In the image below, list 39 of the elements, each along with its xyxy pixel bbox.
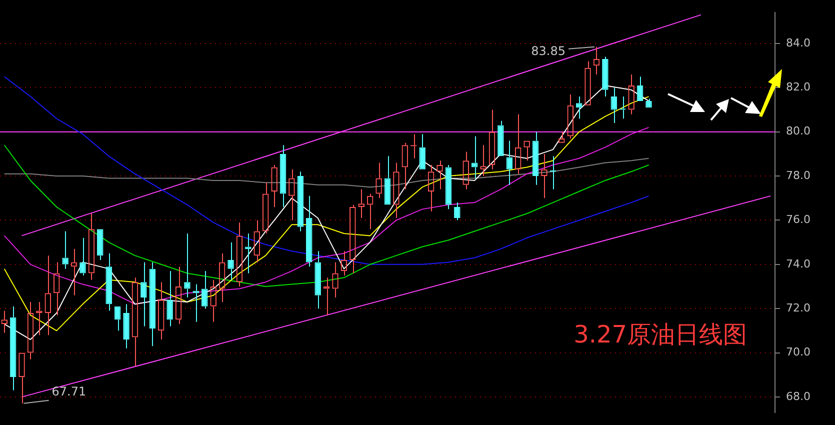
candlestick [166, 270, 173, 327]
candlestick [297, 171, 304, 232]
annotation: 83.85 [531, 44, 566, 58]
y-tick-label: 76.0 [786, 213, 810, 226]
candlestick [149, 262, 156, 347]
candlestick [245, 232, 252, 274]
candlestick [306, 195, 312, 268]
candlestick [97, 229, 104, 260]
annotation: 67.71 [52, 384, 86, 398]
candlestick [646, 98, 652, 108]
y-tick-label: 74.0 [786, 257, 810, 270]
y-tick-label: 70.0 [786, 346, 810, 359]
candlestick [280, 144, 286, 208]
y-tick-label: 68.0 [786, 390, 810, 403]
candlestick [10, 306, 16, 391]
candlestick [202, 270, 208, 310]
y-tick-label: 80.0 [786, 124, 810, 138]
candlestick [532, 131, 539, 186]
candlestick [602, 56, 608, 98]
y-tick-label: 78.0 [786, 168, 810, 182]
candlestick [498, 120, 504, 156]
candlestick [123, 304, 130, 349]
y-tick-label: 72.0 [786, 301, 810, 314]
candlestick [506, 140, 513, 186]
candlestick [140, 262, 147, 327]
y-tick-label: 84.0 [786, 36, 810, 50]
candlestick [62, 230, 68, 270]
candlestick [636, 76, 644, 101]
candlestick [576, 96, 582, 120]
candlestick [184, 232, 190, 298]
candlestick [454, 202, 460, 221]
y-tick-label: 82.0 [786, 80, 810, 94]
candlestick [314, 250, 321, 310]
candlestick [384, 156, 391, 205]
text: 3.27原油日线图 [574, 320, 747, 349]
candlestick [419, 134, 426, 170]
candlestick [80, 237, 86, 276]
candlestick [610, 87, 618, 124]
candlestick [106, 252, 112, 312]
